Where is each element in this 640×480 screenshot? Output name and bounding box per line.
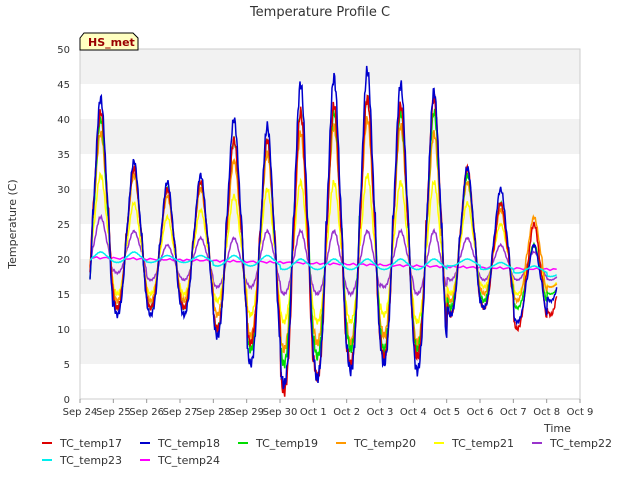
y-tick-label: 50 xyxy=(57,45,70,56)
grid-band xyxy=(80,49,580,84)
series-lines xyxy=(89,65,558,397)
y-tick-label: 25 xyxy=(57,220,70,231)
y-tick-label: 15 xyxy=(57,290,70,301)
legend-label: TC_temp20 xyxy=(353,437,416,450)
chart-title: Temperature Profile C xyxy=(249,5,390,20)
y-tick-label: 45 xyxy=(57,80,70,91)
legend-label: TC_temp22 xyxy=(549,437,612,450)
x-tick-label: Oct 5 xyxy=(433,407,460,418)
x-tick-label: Oct 8 xyxy=(533,407,560,418)
y-axis: 0 5 10 15 20 25 30 35 40 45 50 xyxy=(57,45,70,406)
x-tick-label: Oct 6 xyxy=(467,407,494,418)
legend-label: TC_temp23 xyxy=(59,454,122,467)
y-tick-label: 20 xyxy=(57,255,70,266)
x-tick-label: Sep 25 xyxy=(96,407,131,418)
plot-frame xyxy=(79,48,581,400)
series-line-tc-temp22 xyxy=(89,213,558,298)
x-tick-label: Oct 7 xyxy=(500,407,527,418)
y-axis-label: Temperature (C) xyxy=(6,179,19,269)
legend-label: TC_temp19 xyxy=(255,437,318,450)
x-tick-label: Oct 2 xyxy=(333,407,360,418)
x-tick-label: Sep 24 xyxy=(63,407,98,418)
legend: TC_temp17 TC_temp18 TC_temp19 TC_temp20 TC_t… xyxy=(42,437,612,467)
x-tick-label: Oct 3 xyxy=(367,407,394,418)
x-tick-label: Sep 30 xyxy=(263,407,298,418)
legend-label: TC_temp17 xyxy=(59,437,122,450)
y-tick-label: 10 xyxy=(57,325,70,336)
legend-label: TC_temp18 xyxy=(157,437,220,450)
grid-band xyxy=(80,364,580,399)
legend-label: TC_temp24 xyxy=(157,454,220,467)
series-line-tc-temp24 xyxy=(89,255,557,272)
x-tick-label: Oct 4 xyxy=(400,407,427,418)
series-line-tc-temp18 xyxy=(89,65,558,390)
x-tick-label: Sep 26 xyxy=(129,407,164,418)
annotation-box: HS_met xyxy=(79,32,139,51)
x-tick-label: Sep 27 xyxy=(163,407,198,418)
series-line-tc-temp23 xyxy=(89,251,557,278)
y-tick-label: 35 xyxy=(57,150,70,161)
x-tick-label: Sep 29 xyxy=(229,407,264,418)
grid-band xyxy=(80,294,580,329)
x-axis-label: Time xyxy=(543,422,571,435)
legend-label: TC_temp21 xyxy=(451,437,514,450)
y-tick-label: 40 xyxy=(57,115,70,126)
y-tick-label: 0 xyxy=(64,395,70,406)
grid-band xyxy=(80,329,580,364)
annotation-label: HS_met xyxy=(88,36,135,49)
grid-band xyxy=(80,84,580,119)
y-tick-label: 5 xyxy=(64,360,70,371)
y-tick-label: 30 xyxy=(57,185,70,196)
x-tick-label: Oct 9 xyxy=(567,407,594,418)
x-tick-label: Sep 28 xyxy=(196,407,231,418)
x-tick-label: Oct 1 xyxy=(300,407,327,418)
